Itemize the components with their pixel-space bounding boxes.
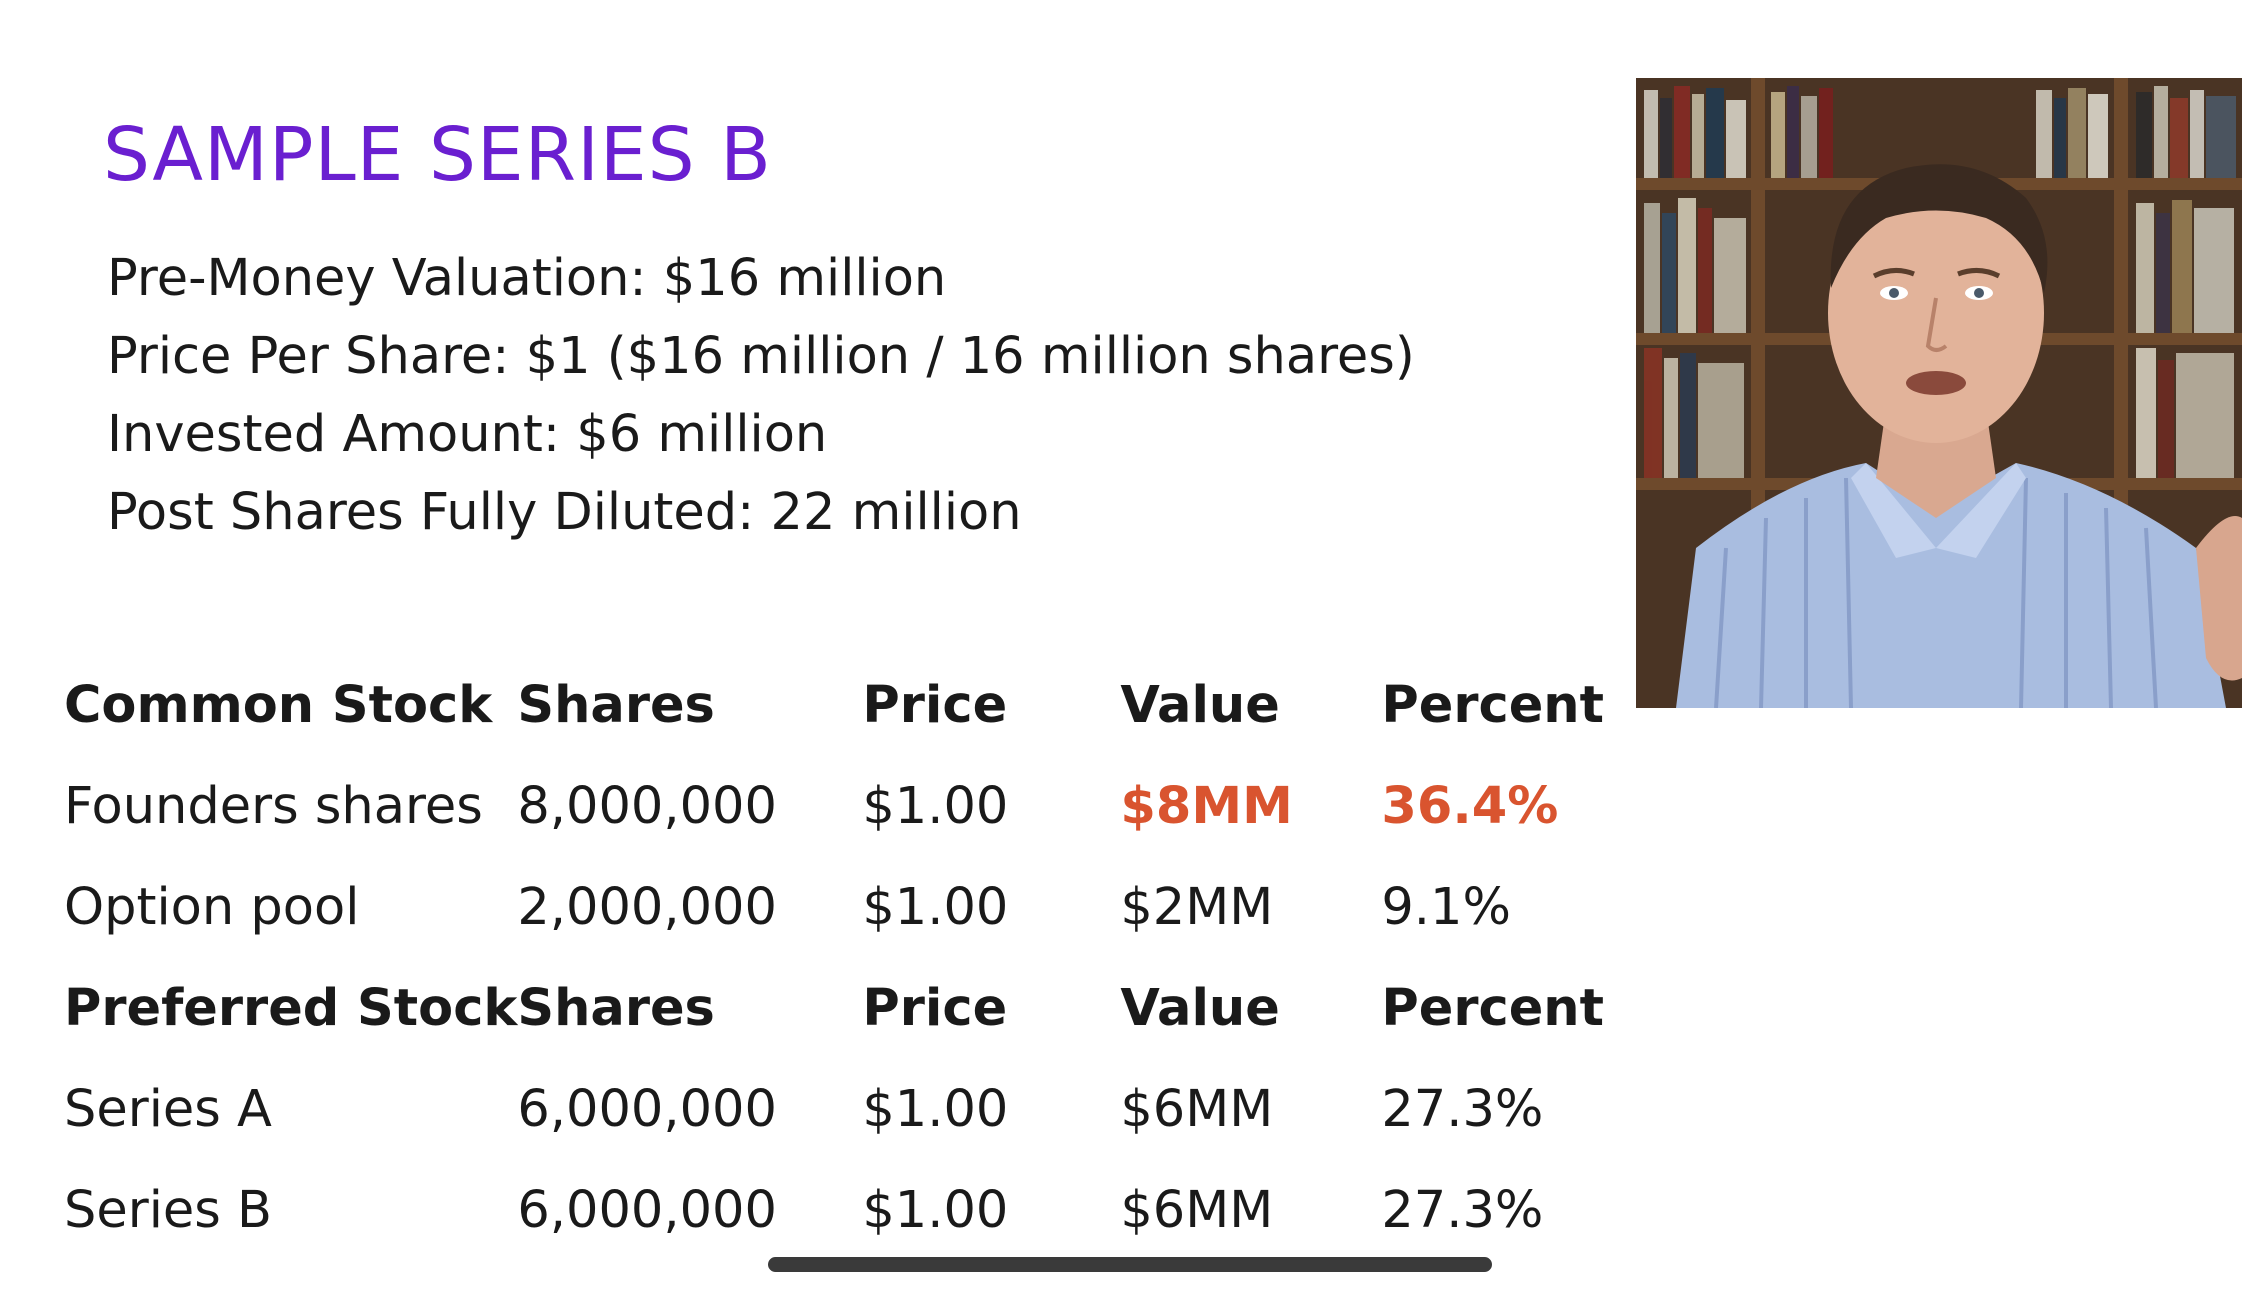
fact-pre-money: Pre-Money Valuation: $16 million [107,249,947,308]
table-cell: 27.3% [1381,1080,1544,1139]
table-cell: Founders shares [64,777,483,836]
table-row: Founders shares 8,000,000 $1.00 $8MM 36.… [64,756,1621,857]
table-cell: $6MM [1120,1080,1274,1139]
table-row: Series A 6,000,000 $1.00 $6MM 27.3% [64,1059,1621,1160]
table-cell: Series B [64,1181,273,1240]
table-cell: 27.3% [1381,1181,1544,1240]
header-cell: Common Stock [64,676,493,735]
table-cell: Option pool [64,878,360,937]
header-cell: Price [862,676,1008,735]
table-cell: 2,000,000 [517,878,777,937]
table-cell: Series A [64,1080,272,1139]
deal-facts: Pre-Money Valuation: $16 million Price P… [107,240,1415,552]
fact-invested-amount: Invested Amount: $6 million [107,405,828,464]
header-cell: Preferred Stock [64,979,518,1038]
table-cell: $1.00 [862,777,1009,836]
highlighted-value: $8MM [1120,777,1293,836]
table-cell: 6,000,000 [517,1080,777,1139]
table-cell: $2MM [1120,878,1274,937]
fact-price-per-share: Price Per Share: $1 ($16 million / 16 mi… [107,327,1415,386]
table-cell: 6,000,000 [517,1181,777,1240]
cap-table: Common Stock Shares Price Value Percent … [64,655,1621,1261]
table-cell: $1.00 [862,878,1009,937]
table-cell: $6MM [1120,1181,1274,1240]
highlighted-percent: 36.4% [1381,777,1559,836]
table-header-common: Common Stock Shares Price Value Percent [64,655,1621,756]
presenter-video[interactable] [1636,78,2242,708]
header-cell: Price [862,979,1008,1038]
header-cell: Shares [517,979,715,1038]
table-row: Option pool 2,000,000 $1.00 $2MM 9.1% [64,857,1621,958]
table-cell: 8,000,000 [517,777,777,836]
table-cell: $1.00 [862,1181,1009,1240]
header-cell: Value [1120,979,1280,1038]
table-row: Series B 6,000,000 $1.00 $6MM 27.3% [64,1160,1621,1261]
header-cell: Percent [1381,979,1604,1038]
slide-title: SAMPLE SERIES B [103,112,772,198]
home-indicator-bar[interactable] [768,1257,1492,1272]
table-cell: 9.1% [1381,878,1511,937]
fact-post-shares: Post Shares Fully Diluted: 22 million [107,483,1022,542]
presenter-image [1636,78,2242,708]
table-header-preferred: Preferred Stock Shares Price Value Perce… [64,958,1621,1059]
header-cell: Shares [517,676,715,735]
header-cell: Value [1120,676,1280,735]
table-cell: $1.00 [862,1080,1009,1139]
header-cell: Percent [1381,676,1604,735]
